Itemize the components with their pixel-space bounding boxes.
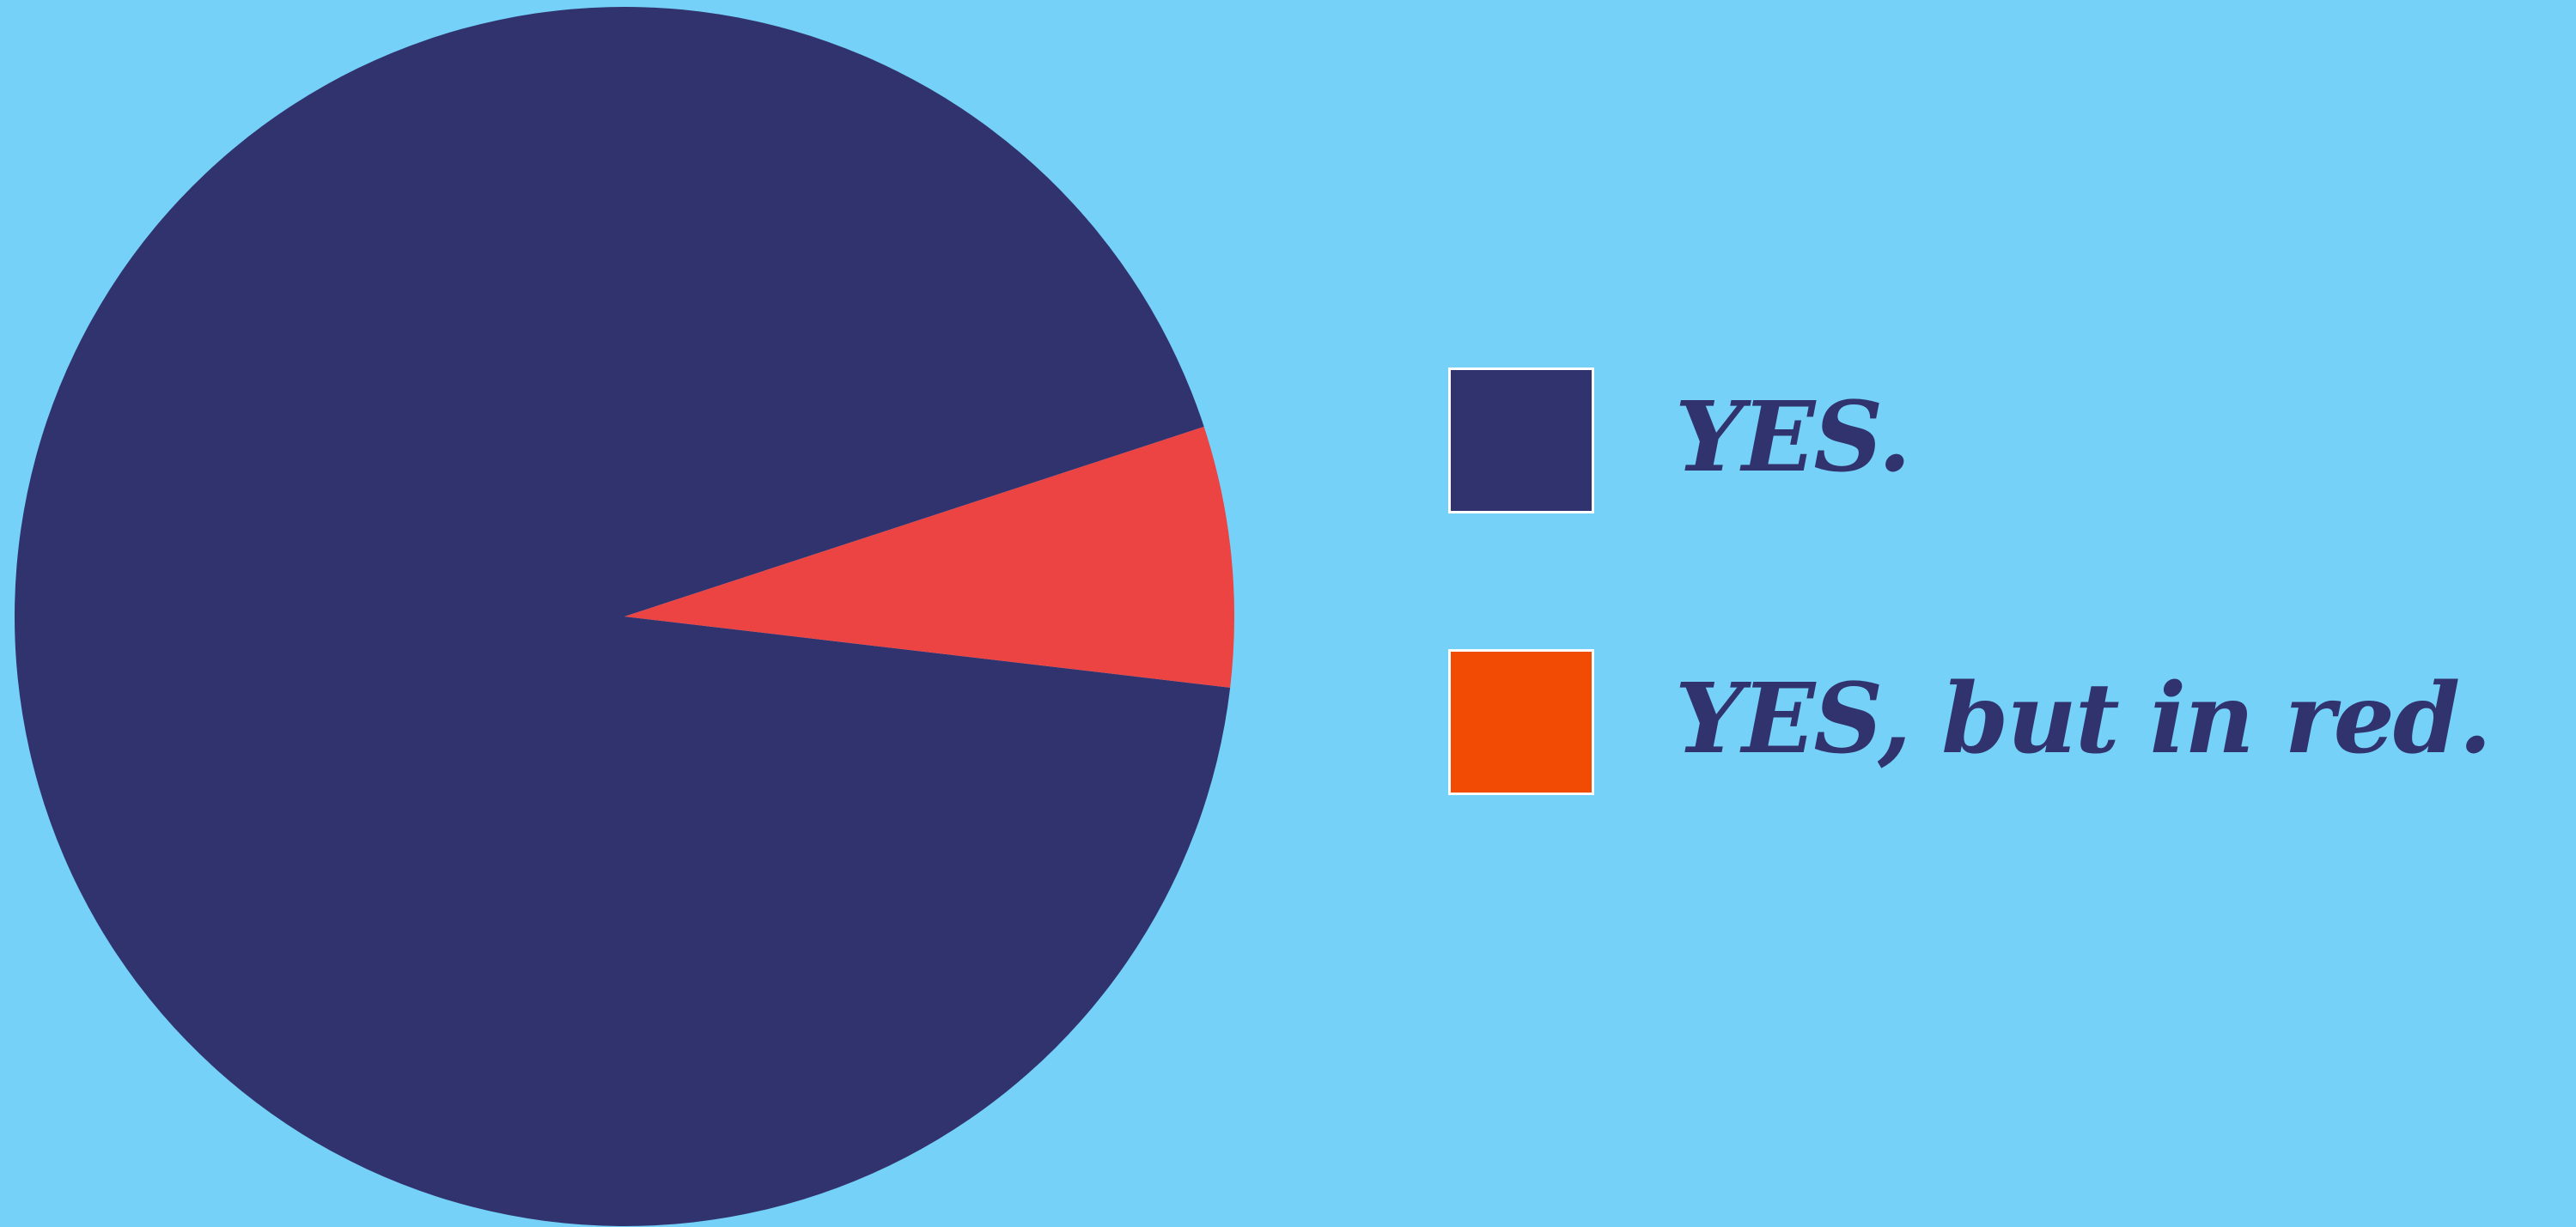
legend-label-yes: YES. [1675, 381, 1911, 494]
pie-chart [14, 6, 1234, 1226]
legend-swatch-yes [1448, 367, 1594, 513]
legend-swatch-yes-red [1448, 649, 1594, 795]
pie-slice-yes [14, 6, 1231, 1226]
pie-slice-yes-red [624, 426, 1234, 688]
legend-label-yes-red: YES, but in red. [1675, 663, 2492, 775]
